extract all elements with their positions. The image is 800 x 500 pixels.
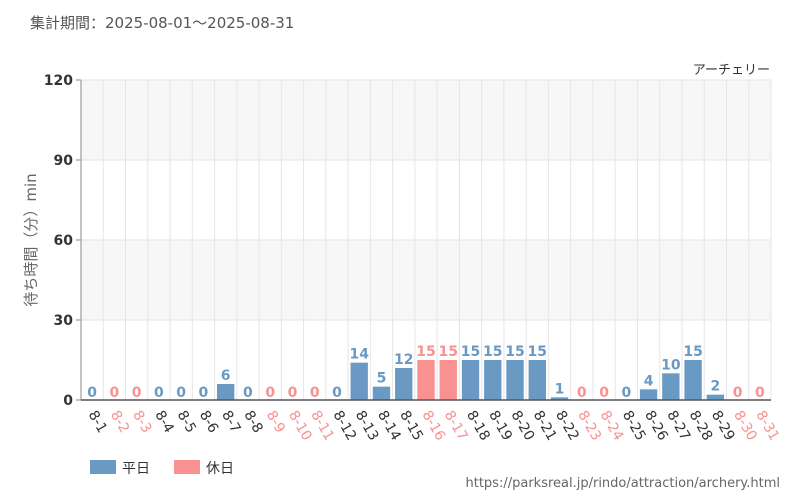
y-axis-label: 待ち時間（分）min <box>22 173 40 306</box>
value-label: 0 <box>110 385 120 401</box>
value-label: 0 <box>199 385 209 401</box>
value-label: 15 <box>461 344 480 360</box>
legend: 平日 休日 <box>90 460 234 477</box>
value-label: 0 <box>755 385 765 401</box>
x-tick-label: 8-9 <box>263 408 288 436</box>
legend-label: 休日 <box>206 461 234 477</box>
value-label: 0 <box>243 385 253 401</box>
bar <box>639 389 658 400</box>
bar <box>684 360 702 400</box>
bar <box>528 360 546 400</box>
y-tick-label: 90 <box>54 153 74 169</box>
x-tick-label: 8-31 <box>752 408 782 444</box>
value-label: 0 <box>621 385 631 401</box>
x-tick-label: 8-7 <box>218 408 243 436</box>
x-tick-label: 8-3 <box>129 408 154 436</box>
value-label: 0 <box>599 385 609 401</box>
value-label: 0 <box>176 385 186 401</box>
plot-band <box>81 80 771 160</box>
value-label: 12 <box>394 352 413 368</box>
plot-band <box>81 160 771 240</box>
bar <box>216 384 235 400</box>
bar <box>461 360 480 400</box>
value-label: 0 <box>87 385 97 401</box>
legend-swatch <box>174 460 200 474</box>
plot-band <box>81 240 771 320</box>
bar <box>350 362 368 400</box>
series-name: アーチェリー <box>693 63 770 78</box>
y-tick-label: 120 <box>44 73 73 89</box>
bars <box>216 360 725 400</box>
value-label: 0 <box>132 385 142 401</box>
value-label: 0 <box>154 385 164 401</box>
value-label: 2 <box>710 379 720 395</box>
x-tick-label: 8-6 <box>196 408 221 436</box>
bar <box>706 394 725 400</box>
value-label: 0 <box>265 385 275 401</box>
bar <box>372 386 391 400</box>
value-label: 15 <box>439 344 458 360</box>
bar <box>395 368 413 400</box>
value-label: 0 <box>733 385 743 401</box>
bar <box>439 360 457 400</box>
legend-label: 平日 <box>122 461 150 477</box>
value-label: 0 <box>310 385 320 401</box>
bar <box>662 373 680 400</box>
value-label: 15 <box>528 344 547 360</box>
value-label: 0 <box>577 385 587 401</box>
x-tick-label: 8-2 <box>107 408 132 436</box>
value-label: 1 <box>555 381 565 397</box>
x-tick-label: 8-4 <box>151 408 176 436</box>
y-tick-label: 0 <box>63 393 73 409</box>
value-label: 4 <box>644 373 654 389</box>
x-tick-label: 8-1 <box>85 408 110 436</box>
axes <box>80 80 771 401</box>
value-label: 15 <box>416 344 435 360</box>
bar <box>417 360 435 400</box>
y-axis-ticks: 0 30 60 90 120 <box>44 73 81 409</box>
plot-background <box>81 80 771 400</box>
bar <box>550 397 569 400</box>
period-label: 集計期間：2025-08-01～2025-08-31 <box>30 14 294 32</box>
value-label: 15 <box>505 344 524 360</box>
x-tick-label: 8-8 <box>240 408 265 436</box>
bar <box>484 360 502 400</box>
value-label: 15 <box>483 344 502 360</box>
value-label: 14 <box>349 347 369 363</box>
value-label: 0 <box>332 385 342 401</box>
bar <box>506 360 524 400</box>
value-label: 5 <box>377 371 387 387</box>
x-tick-label: 8-5 <box>174 408 199 436</box>
value-label: 15 <box>683 344 702 360</box>
legend-swatch <box>90 460 116 474</box>
y-tick-label: 60 <box>54 233 74 249</box>
value-label: 0 <box>288 385 298 401</box>
x-axis-ticks: 8-18-28-38-48-58-68-78-88-98-108-118-128… <box>85 408 782 444</box>
value-label: 6 <box>221 368 231 384</box>
source-url[interactable]: https://parksreal.jp/rindo/attraction/ar… <box>466 476 781 491</box>
y-tick-label: 30 <box>54 313 74 329</box>
value-label: 10 <box>661 357 681 373</box>
